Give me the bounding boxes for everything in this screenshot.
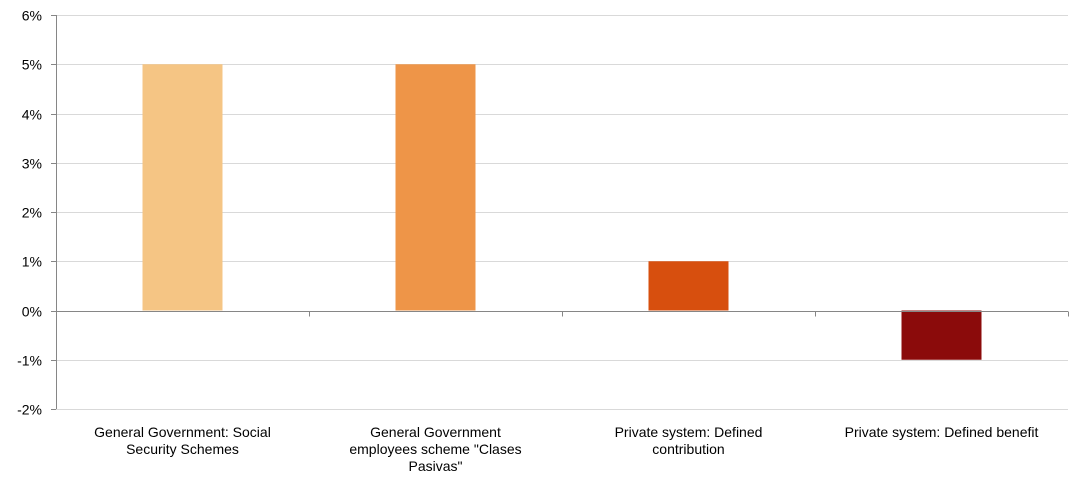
y-tick-label: -1%	[17, 353, 42, 369]
x-category-label: Private system: Defined benefit	[845, 424, 1039, 440]
bar	[648, 261, 729, 311]
axes	[51, 15, 1069, 410]
y-tick-label: 2%	[22, 205, 42, 221]
y-tick-label: 3%	[22, 156, 42, 172]
y-tick-label: -2%	[17, 402, 42, 418]
y-tick-label: 0%	[22, 304, 42, 320]
y-tick-label: 1%	[22, 254, 42, 270]
y-tick-label: 4%	[22, 107, 42, 123]
x-category-label: General Government: Social Security Schem…	[94, 424, 271, 457]
gridlines	[56, 15, 1068, 410]
y-tick-label: 5%	[22, 57, 42, 73]
bar	[395, 64, 476, 311]
bars	[142, 64, 982, 360]
x-category-labels: General Government: Social Security Schem…	[94, 424, 1038, 474]
bar	[142, 64, 223, 311]
y-tick-label: 6%	[22, 8, 42, 24]
x-category-label: General Government employees scheme "Clas…	[349, 424, 521, 474]
y-tick-labels: -2% -1% 0% 1% 2% 3% 4% 5% 6%	[17, 8, 42, 418]
x-category-label: Private system: Defined contribution	[615, 424, 763, 457]
bar	[901, 310, 982, 360]
